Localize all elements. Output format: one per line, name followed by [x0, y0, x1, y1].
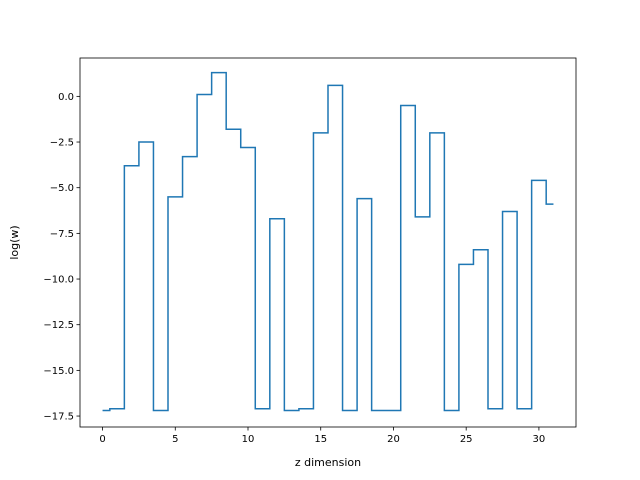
y-tick-label: −2.5 [50, 138, 74, 149]
x-tick-label: 5 [172, 434, 178, 445]
y-tick-label: −15.0 [43, 366, 74, 377]
y-tick-label: −17.5 [43, 412, 74, 423]
x-tick-label: 30 [533, 434, 546, 445]
x-tick-label: 0 [99, 434, 105, 445]
x-axis-label: z dimension [295, 456, 361, 469]
y-tick-label: −12.5 [43, 320, 74, 331]
x-tick-label: 15 [314, 434, 327, 445]
plot-frame [79, 57, 577, 428]
x-tick-label: 20 [387, 434, 400, 445]
ticks-layer: 0 5 10 15 20 25 30 0.0 −2.5 −5.0 −7.5 −10.0 −12.5 −15… [43, 92, 545, 445]
y-axis-label: log(w) [8, 225, 21, 259]
y-tick-label: −5.0 [50, 183, 74, 194]
x-tick-label: 10 [242, 434, 255, 445]
y-tick-label: −7.5 [50, 229, 74, 240]
series-step-line [102, 71, 554, 412]
y-tick-label: −10.0 [43, 275, 74, 286]
y-tick-label: 0.0 [58, 92, 74, 103]
x-tick-label: 25 [460, 434, 473, 445]
